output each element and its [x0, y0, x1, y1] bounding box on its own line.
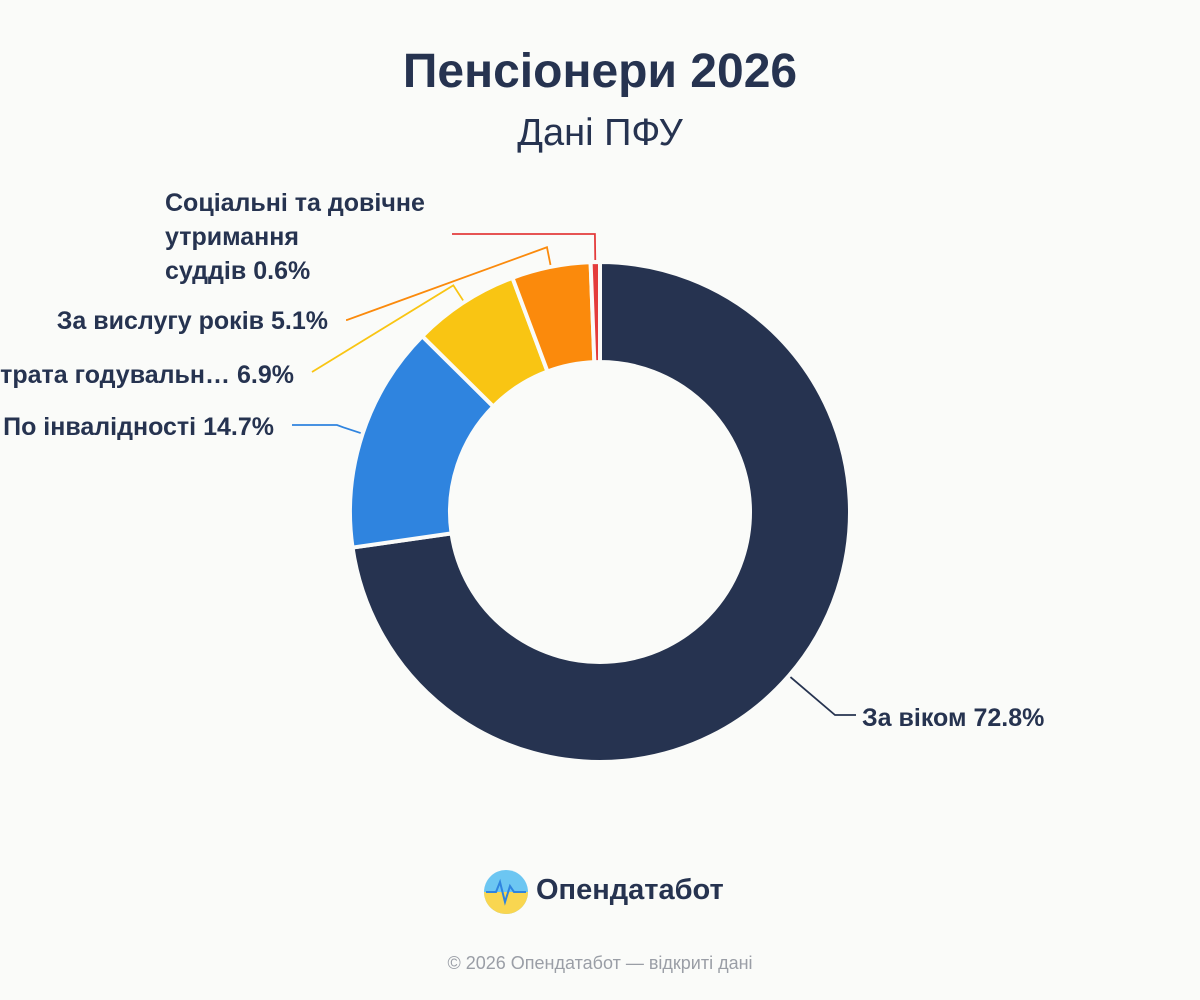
donut-segment	[588, 259, 602, 365]
label-name: По інвалідності	[3, 413, 197, 441]
leader-line	[346, 246, 552, 321]
label-name: За віком	[862, 704, 967, 732]
data-label: Соціальні та довічне утримання суддів 0.6…	[165, 186, 445, 288]
brand-logo	[484, 870, 528, 914]
label-value: 72.8%	[973, 704, 1045, 732]
label-value: 6.9%	[237, 361, 294, 389]
label-name: Втрата годувальн…	[0, 361, 231, 389]
chart-subtitle: Дані ПФУ	[517, 112, 683, 154]
label-name: Соціальні та довічне утримання суддів	[165, 189, 425, 285]
label-value: 5.1%	[271, 307, 328, 335]
chart-title: Пенсіонери 2026	[402, 45, 798, 98]
label-value: 0.6%	[253, 257, 311, 285]
leader-line	[292, 424, 361, 434]
brand-name: Опендатабот	[536, 874, 724, 906]
label-name: За вислугу років	[56, 307, 265, 335]
donut-segment	[350, 260, 852, 764]
leader-line	[311, 284, 464, 373]
footer: © 2026 Опендатабот — відкриті дані	[447, 953, 753, 973]
data-label: По інвалідності 14.7%	[3, 410, 274, 444]
data-label: За вислугу років 5.1%	[57, 304, 328, 338]
leader-line	[452, 233, 597, 261]
leader-line	[789, 676, 856, 716]
label-value: 14.7%	[203, 413, 274, 441]
data-label: Втрата годувальн… 6.9%	[0, 358, 294, 392]
data-label: За віком 72.8%	[862, 701, 1044, 735]
